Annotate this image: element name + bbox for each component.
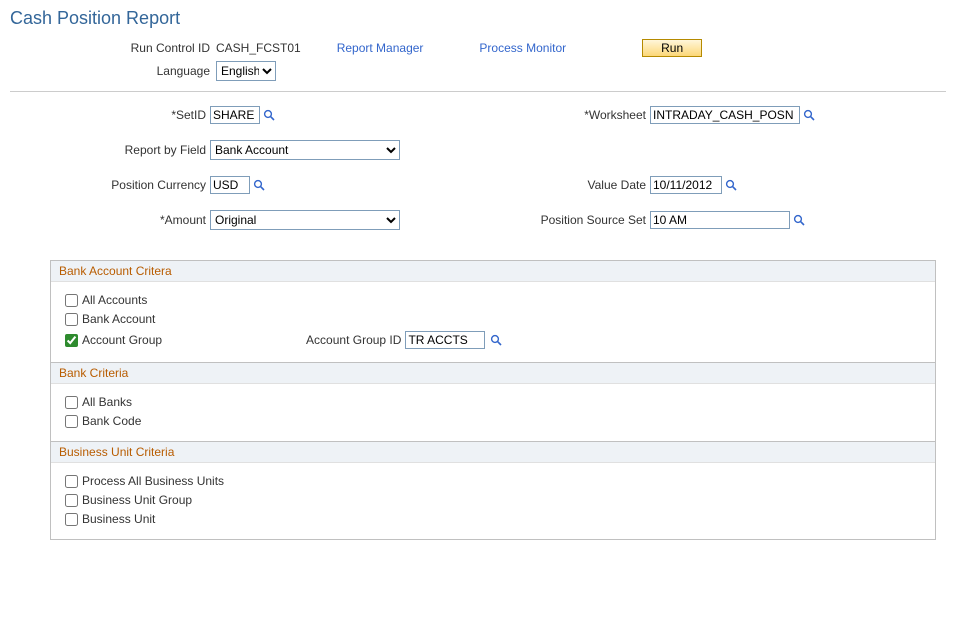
report-manager-link[interactable]: Report Manager [337, 41, 424, 55]
bu-label: Business Unit [82, 512, 155, 526]
position-currency-label: Position Currency [10, 178, 210, 192]
lookup-icon[interactable] [802, 108, 816, 122]
language-select[interactable]: English [216, 61, 276, 81]
bank-account-checkbox[interactable] [65, 313, 78, 326]
position-source-set-input[interactable] [650, 211, 790, 229]
divider [10, 91, 946, 92]
amount-select[interactable]: Original [210, 210, 400, 230]
form-grid: *SetID *Worksheet Report by Field Bank A… [10, 106, 946, 230]
section-header: Business Unit Criteria [51, 442, 935, 463]
all-banks-checkbox[interactable] [65, 396, 78, 409]
run-control-label: Run Control ID [90, 41, 210, 55]
language-row: Language English [90, 61, 946, 81]
bank-code-checkbox[interactable] [65, 415, 78, 428]
process-all-bu-label: Process All Business Units [82, 474, 224, 488]
run-button[interactable]: Run [642, 39, 702, 57]
lookup-icon[interactable] [792, 213, 806, 227]
business-unit-criteria-section: Business Unit Criteria Process All Busin… [50, 442, 936, 540]
account-group-id-input[interactable] [405, 331, 485, 349]
calendar-icon[interactable] [724, 178, 738, 192]
bank-account-criteria-section: Bank Account Critera All Accounts Bank A… [50, 260, 936, 363]
process-monitor-link[interactable]: Process Monitor [479, 41, 566, 55]
amount-label: *Amount [10, 213, 210, 227]
language-label: Language [90, 64, 210, 78]
process-all-bu-checkbox[interactable] [65, 475, 78, 488]
account-group-label: Account Group [82, 333, 162, 347]
setid-input[interactable] [210, 106, 260, 124]
all-banks-label: All Banks [82, 395, 132, 409]
lookup-icon[interactable] [252, 178, 266, 192]
value-date-input[interactable] [650, 176, 722, 194]
worksheet-input[interactable] [650, 106, 800, 124]
bu-checkbox[interactable] [65, 513, 78, 526]
account-group-checkbox[interactable] [65, 334, 78, 347]
all-accounts-label: All Accounts [82, 293, 147, 307]
bank-account-label: Bank Account [82, 312, 155, 326]
worksheet-label: *Worksheet [430, 108, 650, 122]
report-by-field-select[interactable]: Bank Account [210, 140, 400, 160]
setid-label: *SetID [10, 108, 210, 122]
bank-criteria-section: Bank Criteria All Banks Bank Code [50, 363, 936, 442]
all-accounts-checkbox[interactable] [65, 294, 78, 307]
value-date-label: Value Date [430, 178, 650, 192]
section-header: Bank Account Critera [51, 261, 935, 282]
run-control-row: Run Control ID CASH_FCST01 Report Manage… [90, 39, 946, 57]
bu-group-label: Business Unit Group [82, 493, 192, 507]
bu-group-checkbox[interactable] [65, 494, 78, 507]
section-header: Bank Criteria [51, 363, 935, 384]
report-by-field-label: Report by Field [10, 143, 210, 157]
lookup-icon[interactable] [262, 108, 276, 122]
lookup-icon[interactable] [489, 333, 503, 347]
position-currency-input[interactable] [210, 176, 250, 194]
page-title: Cash Position Report [10, 8, 946, 29]
bank-code-label: Bank Code [82, 414, 141, 428]
position-source-set-label: Position Source Set [430, 213, 650, 227]
account-group-id-label: Account Group ID [306, 333, 401, 347]
run-control-value: CASH_FCST01 [216, 41, 301, 55]
